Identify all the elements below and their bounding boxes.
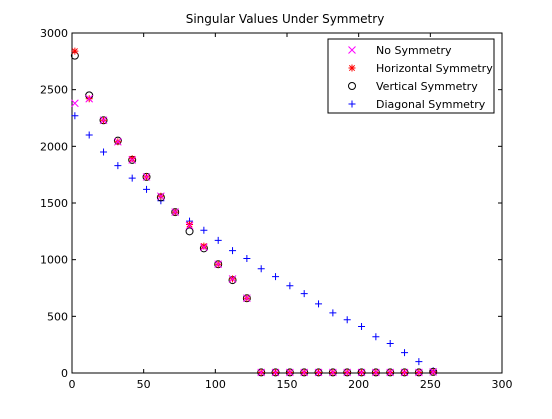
data-point [200, 226, 208, 234]
data-point [315, 300, 323, 308]
chart-title: Singular Values Under Symmetry [186, 12, 385, 26]
data-point [214, 260, 223, 269]
data-point [314, 368, 323, 377]
data-point [114, 162, 122, 170]
data-point [114, 137, 122, 146]
data-point [401, 349, 409, 357]
data-point [85, 94, 94, 103]
x-tick-label: 150 [277, 378, 298, 391]
x-tick-label: 300 [492, 378, 513, 391]
data-point [358, 323, 366, 331]
y-tick-label: 500 [47, 310, 68, 323]
data-point [386, 340, 394, 348]
legend-label: Diagonal Symmetry [376, 98, 486, 111]
data-point [329, 309, 337, 317]
data-point [186, 221, 194, 229]
legend-marker [348, 46, 356, 54]
data-point [157, 192, 165, 201]
data-point [429, 368, 438, 376]
data-point [300, 368, 309, 377]
data-point [286, 368, 294, 377]
legend-label: Vertical Symmetry [376, 80, 478, 93]
data-point [128, 155, 136, 163]
x-tick-label: 200 [348, 378, 369, 391]
data-point [143, 185, 151, 193]
legend-marker [348, 82, 356, 90]
data-point [200, 243, 208, 252]
series-no-symmetry [71, 94, 438, 377]
data-point [415, 358, 423, 366]
data-point [243, 255, 251, 263]
data-point [329, 368, 337, 377]
data-point [228, 275, 237, 283]
data-point [171, 208, 180, 216]
data-point [257, 265, 265, 273]
data-point [71, 112, 79, 120]
x-tick-label: 50 [137, 378, 151, 391]
y-tick-label: 2000 [40, 140, 68, 153]
y-tick-label: 1500 [40, 197, 68, 210]
data-point [257, 368, 266, 377]
x-tick-label: 100 [205, 378, 226, 391]
y-tick-label: 3000 [40, 27, 68, 40]
y-tick-label: 0 [61, 367, 68, 380]
data-point [100, 148, 108, 156]
data-point [343, 316, 351, 324]
data-point [229, 247, 237, 255]
data-point [200, 242, 208, 250]
data-point [99, 116, 108, 125]
data-point [272, 273, 280, 281]
data-point [71, 99, 79, 108]
data-point [243, 294, 251, 303]
data-point [271, 368, 280, 377]
data-point [372, 333, 380, 341]
data-point [128, 174, 136, 182]
legend: No Symmetry Horizontal Symmetry Vertical S… [327, 38, 495, 114]
legend-label: Horizontal Symmetry [376, 62, 493, 75]
axes: 0 50 100 150 200 250 3000500100015002000250030… [40, 27, 513, 391]
x-tick-label: 250 [420, 378, 441, 391]
data-point [185, 221, 194, 230]
legend-label: No Symmetry [376, 44, 452, 57]
data-point [214, 236, 222, 244]
data-point [85, 131, 93, 139]
y-tick-label: 2500 [40, 84, 68, 97]
data-point [415, 368, 423, 377]
x-tick-label: 0 [69, 378, 76, 391]
data-point [300, 290, 308, 298]
y-tick-label: 1000 [40, 254, 68, 267]
data-point [286, 282, 294, 290]
data-point [372, 368, 380, 377]
data-point [343, 368, 352, 377]
data-marks [70, 47, 438, 377]
legend-marker [348, 100, 356, 108]
data-point [128, 156, 137, 164]
legend-marker [348, 64, 356, 72]
data-point [400, 368, 409, 377]
data-point [357, 368, 366, 377]
data-point [71, 47, 79, 55]
data-point [142, 173, 151, 181]
data-point [386, 368, 395, 377]
legend-box [327, 38, 495, 114]
